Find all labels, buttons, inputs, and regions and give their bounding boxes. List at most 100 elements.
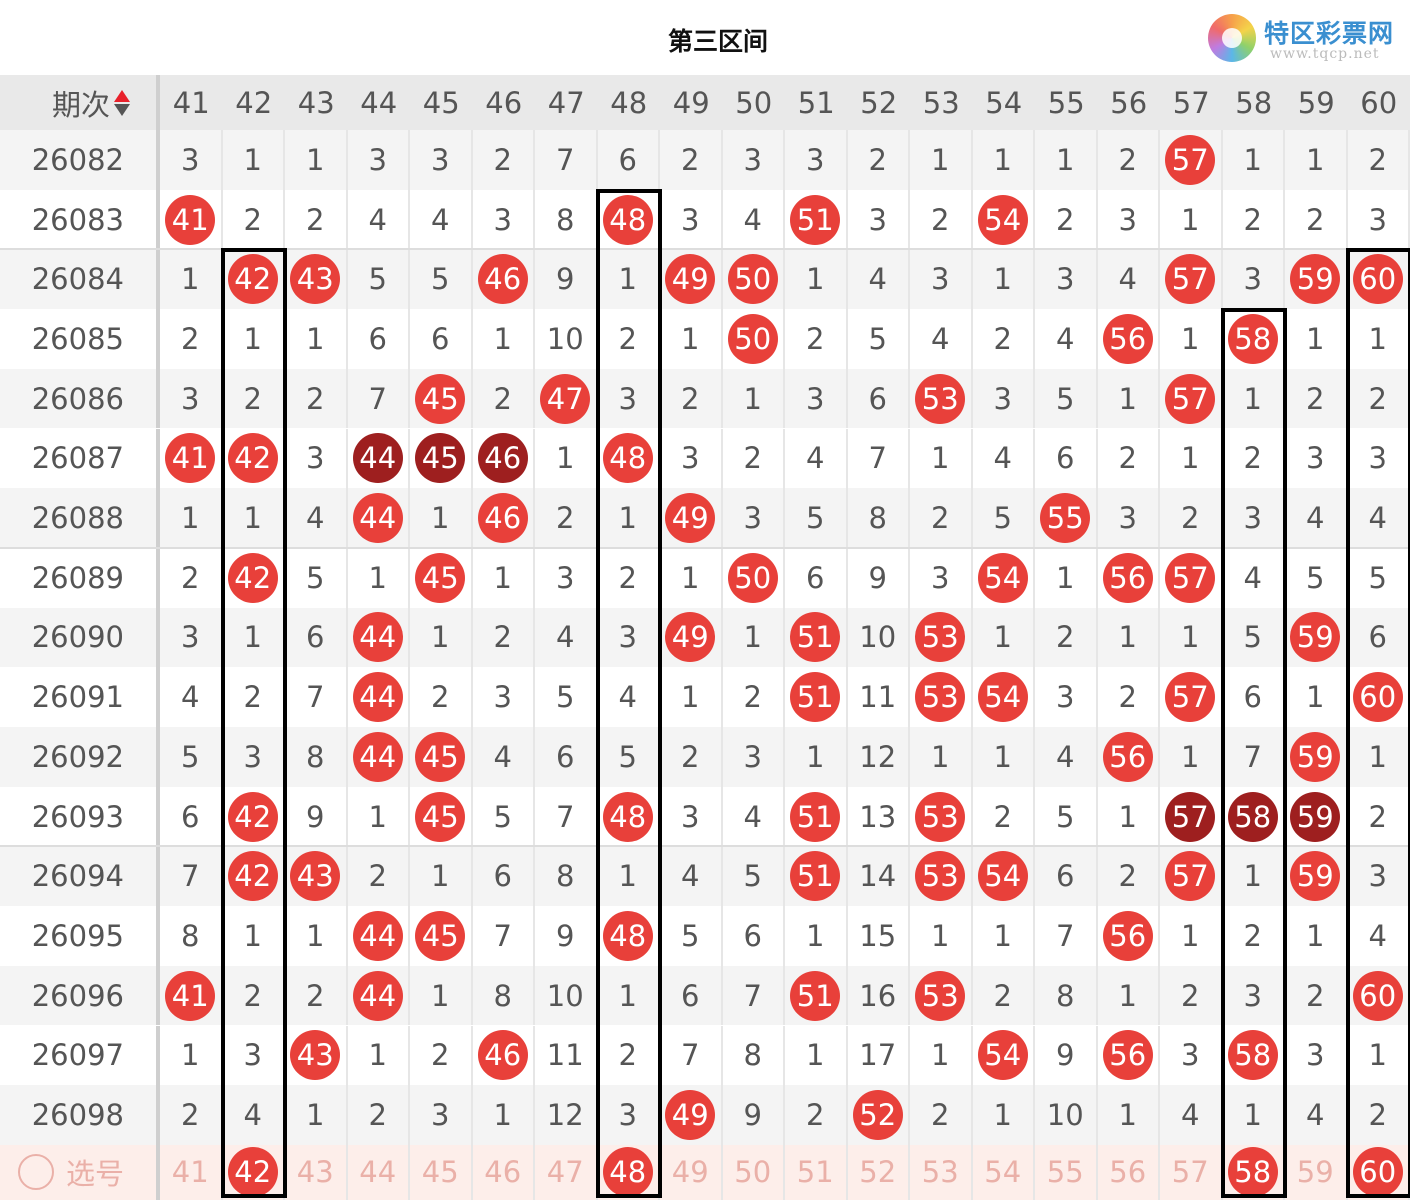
select-number-41[interactable]: 41	[160, 1144, 223, 1200]
select-number-45[interactable]: 45	[410, 1144, 473, 1200]
issue-header-cell[interactable]: 期次	[0, 75, 160, 130]
miss-count: 5	[1035, 786, 1098, 847]
select-number-52[interactable]: 52	[848, 1144, 910, 1200]
miss-count: 3	[660, 189, 723, 250]
table-cell: 57	[1160, 130, 1223, 190]
hit-ball: 58	[1227, 1030, 1278, 1081]
table-cell: 44	[348, 488, 410, 548]
logo: 特区彩票网 www.tqcp.net	[1208, 10, 1408, 68]
table-cell: 47	[535, 368, 598, 429]
issue-number: 26085	[0, 309, 160, 369]
miss-count: 9	[535, 249, 598, 310]
miss-count: 8	[723, 1025, 785, 1086]
select-number-59[interactable]: 59	[1285, 1144, 1348, 1200]
table-cell: 59	[1285, 607, 1348, 668]
column-header-47: 47	[547, 85, 585, 120]
miss-count: 1	[223, 607, 285, 668]
select-number-55[interactable]: 55	[1035, 1144, 1098, 1200]
select-number-43[interactable]: 43	[285, 1144, 348, 1200]
miss-count: 1	[1160, 428, 1223, 489]
miss-count: 10	[1035, 1085, 1098, 1145]
hit-ball: 44	[352, 970, 403, 1021]
table-cell: 57	[1160, 786, 1223, 847]
sort-up-down-icon[interactable]	[114, 89, 130, 116]
miss-count: 7	[348, 368, 410, 429]
miss-count: 2	[1348, 130, 1410, 190]
table-row: 26098 2 4 1 2 3 1 12 3 49 9 2 52 2 1 10 1 4 1 4 2	[0, 1085, 1410, 1145]
miss-count: 2	[410, 667, 473, 727]
hit-ball: 54	[977, 1030, 1028, 1081]
issue-number: 26093	[0, 786, 160, 847]
miss-count: 1	[285, 309, 348, 369]
issue-number: 26083	[0, 189, 160, 250]
select-number-42[interactable]: 42	[223, 1144, 285, 1200]
miss-count: 3	[1348, 189, 1410, 250]
miss-count: 2	[973, 965, 1035, 1026]
miss-count: 5	[1035, 368, 1098, 429]
select-number-60[interactable]: 60	[1348, 1144, 1410, 1200]
miss-count: 3	[723, 488, 785, 548]
miss-count: 4	[723, 786, 785, 847]
selected-ball[interactable]: 42	[227, 1147, 278, 1198]
miss-count: 2	[1160, 965, 1223, 1026]
issue-number: 26095	[0, 906, 160, 966]
miss-count: 12	[535, 1085, 598, 1145]
miss-count: 2	[660, 368, 723, 429]
miss-count: 3	[785, 130, 848, 190]
select-number-57[interactable]: 57	[1160, 1144, 1223, 1200]
select-number-49[interactable]: 49	[660, 1144, 723, 1200]
table-row: 26097 1 3 43 1 2 46 11 2 7 8 1 17 1 54 9 56 3 58 3 1	[0, 1025, 1410, 1086]
hit-ball: 56	[1102, 552, 1153, 603]
miss-count: 5	[348, 249, 410, 310]
table-cell: 46	[473, 428, 535, 489]
select-all-radio[interactable]	[18, 1154, 54, 1191]
miss-count: 4	[473, 727, 535, 787]
selected-ball[interactable]: 58	[1227, 1147, 1278, 1198]
miss-count: 2	[160, 309, 223, 369]
miss-count: 2	[160, 547, 223, 608]
miss-count: 16	[848, 965, 910, 1026]
table-cell: 51	[785, 786, 848, 847]
selected-ball[interactable]: 48	[602, 1147, 653, 1198]
table-cell: 49	[660, 249, 723, 310]
table-cell: 58	[1223, 786, 1285, 847]
miss-count: 4	[1285, 488, 1348, 548]
select-number-46[interactable]: 46	[473, 1144, 535, 1200]
select-number-51[interactable]: 51	[785, 1144, 848, 1200]
miss-count: 15	[848, 906, 910, 966]
repeat-hit-ball: 58	[1227, 791, 1278, 842]
table-cell: 45	[410, 786, 473, 847]
miss-count: 4	[1035, 727, 1098, 787]
miss-count: 3	[1098, 189, 1160, 250]
select-number-58[interactable]: 58	[1223, 1144, 1285, 1200]
miss-count: 4	[785, 428, 848, 489]
miss-count: 3	[160, 607, 223, 668]
table-cell: 53	[910, 368, 973, 429]
column-header-55: 55	[1047, 85, 1085, 120]
miss-count: 2	[410, 1025, 473, 1086]
miss-count: 6	[1035, 428, 1098, 489]
miss-count: 3	[410, 1085, 473, 1145]
select-number-54[interactable]: 54	[973, 1144, 1035, 1200]
miss-count: 6	[785, 547, 848, 608]
table-cell: 57	[1160, 368, 1223, 429]
selected-ball[interactable]: 60	[1352, 1147, 1403, 1198]
table-cell: 52	[848, 1085, 910, 1145]
select-label-cell[interactable]: 选号	[0, 1144, 160, 1200]
miss-count: 9	[285, 786, 348, 847]
miss-count: 2	[1285, 189, 1348, 250]
select-number-47[interactable]: 47	[535, 1144, 598, 1200]
hit-ball: 57	[1165, 134, 1216, 185]
select-number-56[interactable]: 56	[1098, 1144, 1160, 1200]
table-cell: 57	[1160, 667, 1223, 727]
table-cell: 50	[723, 249, 785, 310]
select-number-44[interactable]: 44	[348, 1144, 410, 1200]
miss-count: 5	[1285, 547, 1348, 608]
hit-ball: 55	[1040, 493, 1091, 544]
miss-count: 1	[410, 488, 473, 548]
trend-table: 期次 41 42 43 44 45 46 47 48 49 50 51 52 53 54 55 56 57 58 59…	[0, 75, 1410, 1200]
select-number-50[interactable]: 50	[723, 1144, 785, 1200]
miss-count: 2	[1285, 965, 1348, 1026]
select-number-53[interactable]: 53	[910, 1144, 973, 1200]
select-number-48[interactable]: 48	[598, 1144, 660, 1200]
